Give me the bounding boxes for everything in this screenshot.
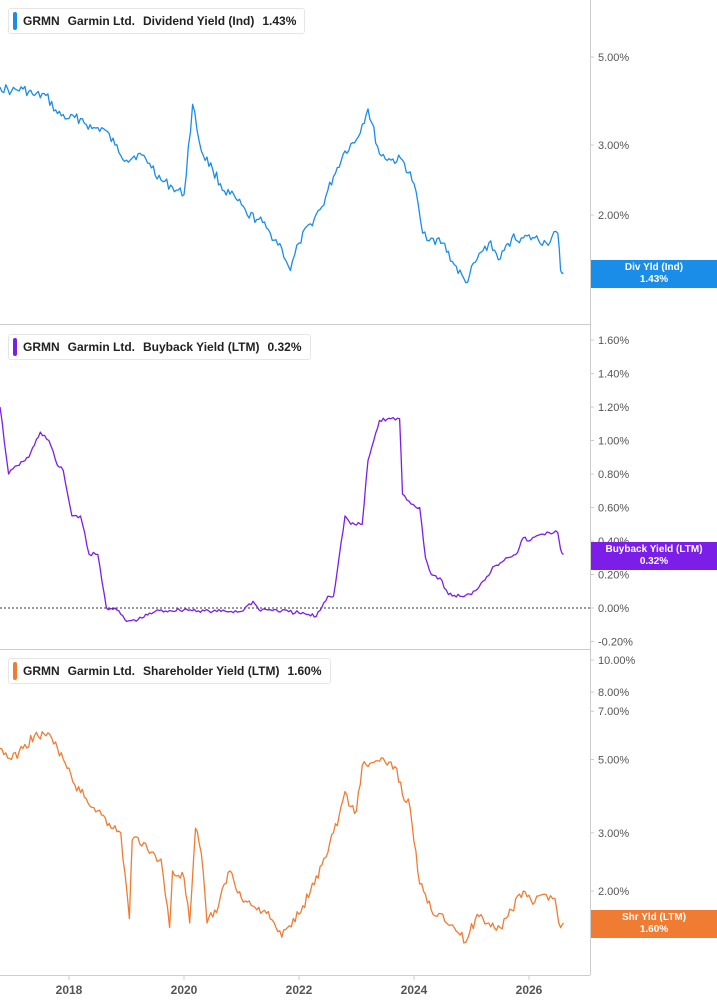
x-tick-label: 2024 — [401, 983, 428, 997]
y-tick-label: -0.20% — [598, 637, 633, 649]
y-tick-label: 0.20% — [598, 570, 629, 582]
legend-metric: Buyback Yield (LTM) — [143, 340, 260, 354]
value-tag-label: Div Yld (Ind) — [624, 262, 684, 273]
legend-company: Garmin Ltd. — [67, 664, 136, 678]
y-tick-label: 0.80% — [598, 469, 629, 481]
y-tick-label: 1.40% — [598, 369, 629, 381]
value-tag-value: 1.43% — [639, 274, 669, 285]
legend-value: 1.60% — [287, 664, 322, 678]
x-tick-label: 2018 — [56, 983, 83, 997]
series-line-shareholder — [0, 731, 565, 944]
y-tick-label: 1.20% — [598, 402, 629, 414]
legend-ticker: GRMN — [23, 664, 60, 678]
legend-ticker: GRMN — [23, 340, 60, 354]
legend-swatch — [13, 338, 17, 356]
y-tick-label: 7.00% — [598, 706, 629, 718]
legend-shareholder[interactable]: GRMN Garmin Ltd. Shareholder Yield (LTM)… — [8, 658, 331, 684]
y-tick-label: 8.00% — [598, 687, 629, 699]
series-line-buyback — [0, 406, 564, 623]
legend-dividend[interactable]: GRMN Garmin Ltd. Dividend Yield (Ind) 1.… — [8, 8, 306, 34]
y-tick-label: 5.00% — [598, 754, 629, 766]
legend-swatch — [13, 662, 17, 680]
value-tag-label: Shr Yld (LTM) — [621, 912, 687, 923]
y-tick-label: 2.00% — [598, 210, 629, 222]
legend-ticker: GRMN — [23, 14, 60, 28]
y-tick-label: 0.00% — [598, 603, 629, 615]
y-tick-label: 3.00% — [598, 140, 629, 152]
value-tag-shareholder: Shr Yld (LTM) 1.60% — [591, 910, 717, 938]
legend-metric: Shareholder Yield (LTM) — [143, 664, 280, 678]
y-tick-label: 0.60% — [598, 503, 629, 515]
legend-metric: Dividend Yield (Ind) — [143, 14, 255, 28]
y-tick-label: 10.00% — [598, 655, 636, 667]
value-tag-label: Buyback Yield (LTM) — [605, 544, 703, 555]
legend-company: Garmin Ltd. — [67, 14, 136, 28]
series-line-dividend — [0, 84, 564, 284]
legend-value: 0.32% — [267, 340, 302, 354]
x-tick-label: 2020 — [171, 983, 198, 997]
y-tick-label: 5.00% — [598, 52, 629, 64]
value-tag-value: 1.60% — [639, 924, 669, 935]
legend-value: 1.43% — [262, 14, 297, 28]
value-tag-dividend: Div Yld (Ind) 1.43% — [591, 260, 717, 288]
y-tick-label: 1.60% — [598, 335, 629, 347]
legend-swatch — [13, 12, 17, 30]
y-tick-label: 3.00% — [598, 828, 629, 840]
value-tag-buyback: Buyback Yield (LTM) 0.32% — [591, 542, 717, 570]
y-tick-label: 1.00% — [598, 436, 629, 448]
y-tick-label: 2.00% — [598, 886, 629, 898]
x-tick-label: 2022 — [286, 983, 313, 997]
x-tick-label: 2026 — [516, 983, 543, 997]
value-tag-value: 0.32% — [639, 556, 669, 567]
legend-company: Garmin Ltd. — [67, 340, 136, 354]
legend-buyback[interactable]: GRMN Garmin Ltd. Buyback Yield (LTM) 0.3… — [8, 334, 311, 360]
